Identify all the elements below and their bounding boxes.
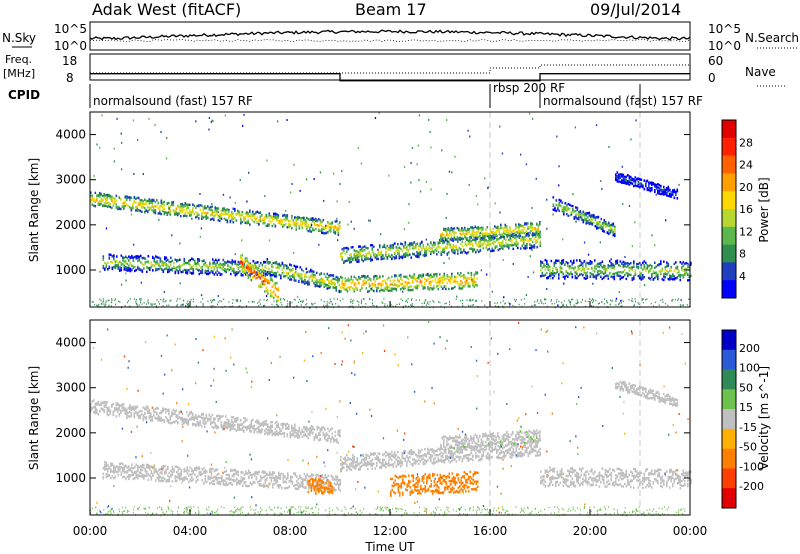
nsearch-tick-top: 10^5 [708, 22, 741, 36]
nsky-label: N.Sky [2, 31, 36, 45]
power-y-axis-label: Slant Range [km] [27, 158, 41, 262]
nave-tick-top: 60 [708, 54, 723, 68]
colorbar-tick-label: 100 [739, 362, 760, 375]
cpid-segment-label: normalsound (fast) 157 RF [93, 94, 253, 108]
nsky-tick-top: 10^5 [54, 22, 87, 36]
x-tick-label: 12:00 [373, 524, 408, 538]
colorbar-swatch [722, 155, 736, 174]
x-tick-label: 00:00 [673, 524, 708, 538]
y-tick-label: 2000 [55, 426, 86, 440]
colorbar-tick-label: 200 [739, 342, 760, 355]
nave-line [90, 64, 690, 74]
y-tick-label: 2000 [55, 218, 86, 232]
colorbar-swatch [722, 280, 736, 299]
colorbar-tick-label: 24 [739, 159, 753, 172]
colorbar-tick-label: 28 [739, 136, 753, 149]
colorbar-swatch [722, 330, 736, 351]
colorbar-swatch [722, 389, 736, 410]
colorbar-tick-label: 8 [739, 248, 746, 261]
colorbar-swatch [722, 120, 736, 139]
x-tick-label: 16:00 [473, 524, 508, 538]
power-y-ticks: 1000 2000 3000 4000 [55, 128, 690, 277]
power-cells [90, 112, 692, 309]
x-tick-label: 20:00 [573, 524, 608, 538]
velocity-y-axis-label: Slant Range [km] [27, 366, 41, 470]
nsky-trace [89, 29, 691, 42]
colorbar-tick-label: 20 [739, 181, 753, 194]
colorbar-swatch [722, 226, 736, 245]
y-tick-label: 3000 [55, 381, 86, 395]
y-tick-label: 1000 [55, 263, 86, 277]
x-axis-label: Time UT [364, 540, 415, 554]
power-colorbar: 4 8 12 16 20 24 28 [721, 119, 753, 299]
colorbar-tick-label: -15 [739, 421, 757, 434]
velocity-colorbar: 200 100 50 15 -15 -50 -100 -200 [721, 329, 764, 509]
velocity-cells [90, 320, 692, 517]
colorbar-swatch [722, 369, 736, 390]
freq-tick-bottom: 8 [66, 71, 74, 85]
nave-tick-bottom: 0 [708, 71, 716, 85]
x-tick-label: 00:00 [73, 524, 108, 538]
cpid-segment-label: normalsound (fast) 157 RF [543, 94, 703, 108]
colorbar-swatch [722, 244, 736, 263]
colorbar-tick-label: 15 [739, 401, 753, 414]
colorbar-swatch [722, 191, 736, 210]
colorbar-swatch [722, 468, 736, 489]
power-colorbar-label: Power [dB] [757, 177, 771, 242]
x-ticks: 00:00 04:00 08:00 12:00 16:00 20:00 00:00 [73, 301, 708, 538]
freq-tick-top: 18 [62, 54, 77, 68]
cpid-label: CPID [8, 88, 40, 102]
beam-title: Beam 17 [355, 0, 427, 19]
colorbar-tick-label: 4 [739, 270, 746, 283]
nsearch-line [89, 39, 691, 42]
velocity-y-ticks: 1000 2000 3000 4000 [55, 336, 690, 485]
colorbar-swatch [722, 262, 736, 281]
colorbar-swatch [722, 137, 736, 156]
nsearch-label: N.Search [745, 31, 799, 45]
x-tick-label: 08:00 [273, 524, 308, 538]
colorbar-swatch [722, 488, 736, 509]
nsearch-tick-bottom: 10^0 [708, 39, 741, 53]
freq-strip: Freq. [MHz] 18 8 60 0 Nave [3, 53, 785, 87]
freq-label-line1: Freq. [5, 53, 32, 66]
station-title: Adak West (fitACF) [92, 0, 241, 19]
colorbar-tick-label: -50 [739, 441, 757, 454]
colorbar-swatch [722, 349, 736, 370]
y-tick-label: 3000 [55, 173, 86, 187]
colorbar-swatch [722, 409, 736, 430]
date-title: 09/Jul/2014 [590, 0, 681, 19]
colorbar-tick-label: 50 [739, 381, 753, 394]
x-tick-label: 04:00 [173, 524, 208, 538]
colorbar-swatch [722, 173, 736, 192]
nave-label: Nave [745, 65, 776, 79]
freq-label-line2: [MHz] [3, 67, 35, 80]
nsky-strip: N.Sky 10^5 10^0 10^5 10^0 N.Search [2, 21, 799, 53]
colorbar-swatch [722, 209, 736, 228]
colorbar-tick-label: -100 [739, 460, 764, 473]
nsky-line [89, 29, 691, 41]
colorbar-tick-label: 16 [739, 203, 753, 216]
colorbar-swatch [722, 428, 736, 449]
freq-trace [90, 64, 690, 82]
y-tick-label: 4000 [55, 128, 86, 142]
colorbar-swatch [722, 448, 736, 469]
power-panel: 1000 2000 3000 4000 Slant Range [km] [27, 111, 692, 309]
colorbar-tick-label: 12 [739, 225, 753, 238]
velocity-colorbar-label: Velocity [m s^-1] [757, 366, 771, 470]
cpid-segment-label: rbsp 200 RF [493, 81, 565, 95]
y-tick-label: 1000 [55, 471, 86, 485]
nsky-tick-bottom: 10^0 [54, 39, 87, 53]
y-tick-label: 4000 [55, 336, 86, 350]
colorbar-tick-label: -200 [739, 480, 764, 493]
freq-line [90, 73, 690, 82]
